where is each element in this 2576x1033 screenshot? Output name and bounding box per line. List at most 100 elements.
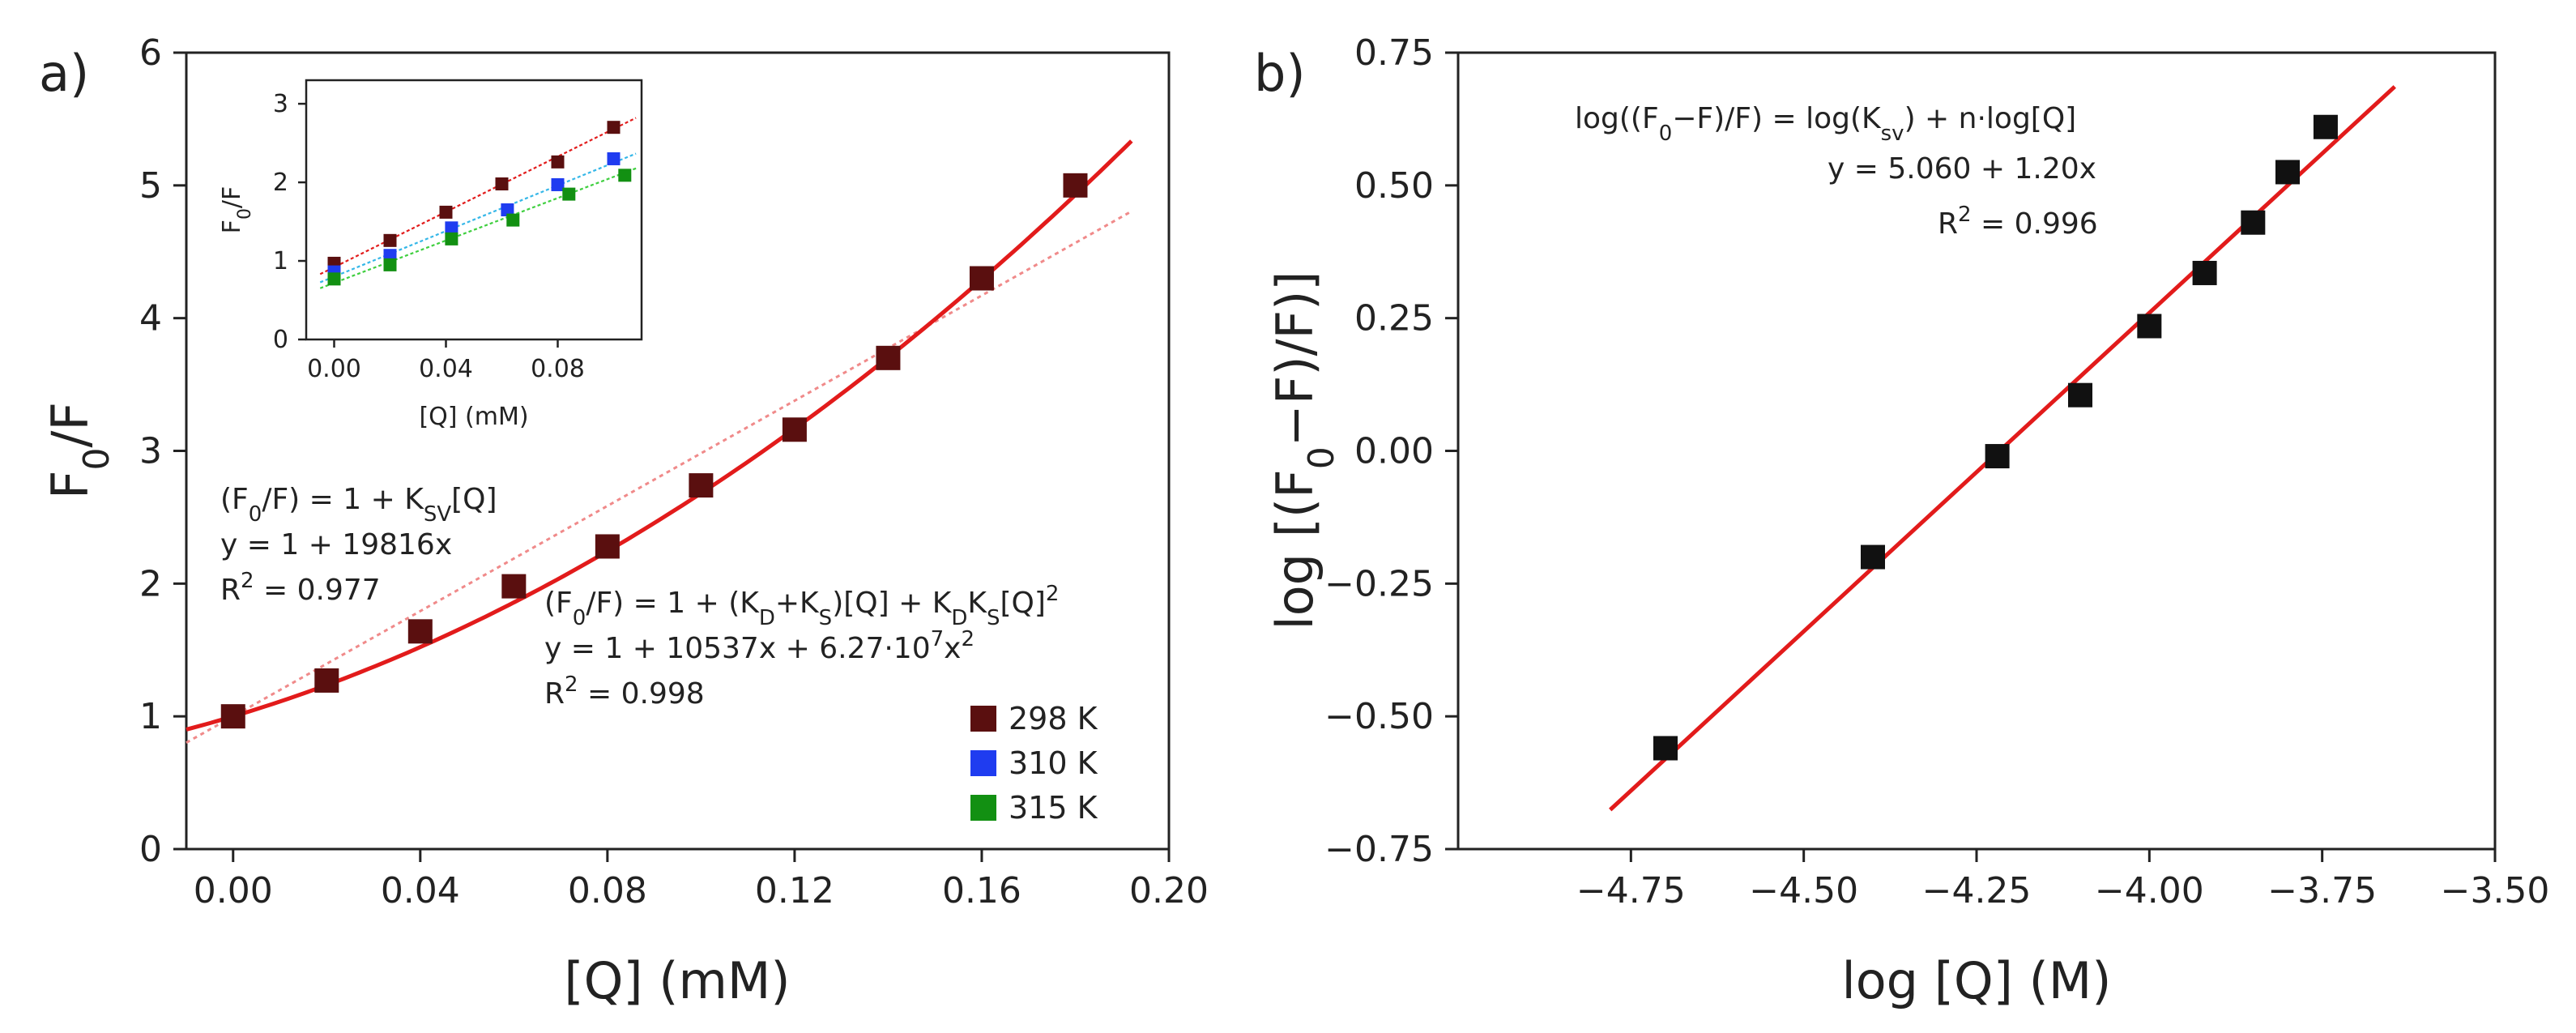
inset-point (383, 233, 397, 247)
inset-points (327, 121, 632, 286)
panel-b-y-tick-label: 0.00 (1354, 431, 1434, 472)
panel-b-y-tick-label: −0.75 (1324, 829, 1434, 870)
inset-y-axis-title: F0/F (218, 186, 255, 234)
panel-b-x-ticks: −4.75 −4.50 −4.25 −4.00 −3.75 −3.50 (1576, 849, 2550, 911)
legend-label-310: 310 K (1009, 745, 1098, 781)
panel-b-points (1653, 114, 2338, 761)
panel-a-x-ticks: 0.00 0.04 0.08 0.12 0.16 0.20 (194, 849, 1209, 911)
inset-x-axis-title: [Q] (mM) (419, 403, 528, 431)
panel-a-point (1063, 173, 1088, 198)
panel-b-y-ticks: −0.75 −0.50 −0.25 0.00 0.25 0.50 0.75 (1324, 32, 1458, 870)
panel-b-y-tick-label: 0.25 (1354, 298, 1434, 339)
inset-fit-line (319, 117, 637, 275)
inset-point (501, 203, 514, 216)
legend-label-298: 298 K (1009, 701, 1098, 736)
panel-a-point (220, 704, 245, 729)
panel-a-point (501, 574, 527, 599)
panel-b-x-tick-label: −3.50 (2441, 870, 2550, 911)
panel-a-sv-r2: R2 = 0.977 (220, 569, 381, 607)
panel-b-y-tick-label: 0.50 (1354, 165, 1434, 207)
panel-a-point (969, 266, 994, 291)
panel-b-point (2068, 382, 2092, 408)
panel-b-y-tick-label: 0.75 (1354, 32, 1434, 74)
inset-point (445, 221, 458, 235)
panel-b-point (2137, 314, 2162, 339)
panel-a-quad-fit: y = 1 + 10537x + 6.27·107x2 (544, 627, 975, 665)
panel-a-x-tick-label: 0.00 (194, 870, 273, 911)
inset-y-tick-label: 2 (273, 169, 288, 197)
panel-a-x-tick-label: 0.12 (755, 870, 834, 911)
inset-x-ticks: 0.00 0.04 0.08 (307, 339, 585, 383)
panel-a-point (314, 668, 339, 693)
inset-fit-line (319, 152, 637, 284)
panel-b-model: log((F0−F)/F) = log(Ksv) + n·log[Q] (1575, 102, 2076, 146)
panel-a-label: a) (39, 44, 89, 103)
panel-b-y-tick-label: −0.25 (1324, 563, 1434, 604)
panel-a-point (407, 619, 433, 644)
panel-b-point (1985, 444, 2010, 469)
inset-x-tick-label: 0.08 (531, 355, 585, 383)
inset-point (506, 213, 520, 227)
inset-point (618, 169, 632, 182)
panel-b-label: b) (1254, 44, 1306, 103)
inset-y-tick-label: 0 (273, 326, 288, 354)
panel-b-x-axis-title: log [Q] (M) (1842, 951, 2112, 1010)
inset-point (327, 272, 341, 286)
inset-point (562, 187, 576, 201)
inset-point (551, 177, 565, 191)
panel-a-y-tick-label: 1 (139, 696, 162, 737)
panel-a-y-tick-label: 5 (139, 165, 162, 207)
inset-point (383, 258, 397, 271)
panel-b: b) −4.75 −4.50 −4.25 −4.00 −3.75 −3.50 −0.75−… (1254, 32, 2549, 1010)
panel-a-y-axis-title: F0/F (41, 402, 117, 499)
panel-a-point (689, 473, 714, 498)
panel-b-y-tick-label: −0.50 (1324, 696, 1434, 737)
panel-b-point (1653, 736, 1678, 761)
inset-point (551, 155, 565, 169)
inset-x-tick-label: 0.00 (307, 355, 361, 383)
panel-b-point (2241, 210, 2266, 235)
panel-a-x-axis-title: [Q] (mM) (564, 951, 790, 1010)
panel-a-point (595, 534, 620, 559)
panel-b-point (1861, 544, 1885, 570)
panel-a-x-tick-label: 0.16 (942, 870, 1021, 911)
panel-a-x-tick-label: 0.20 (1129, 870, 1209, 911)
panel-b-point (2313, 114, 2338, 139)
panel-a: a) 0.00 0.04 0.08 0.12 0.16 0.20 0 1 2 3 4 5 6 [Q] … (39, 32, 1209, 1010)
panel-b-r2: R2 = 0.996 (1938, 203, 2098, 241)
panel-a-y-tick-label: 3 (139, 431, 162, 472)
panel-b-x-tick-label: −4.50 (1749, 870, 1858, 911)
inset-fits (319, 117, 637, 289)
panel-b-x-tick-label: −4.00 (2095, 870, 2204, 911)
panel-a-y-tick-label: 0 (139, 829, 162, 870)
panel-b-fit: y = 5.060 + 1.20x (1828, 152, 2096, 186)
panel-a-point (782, 417, 807, 442)
panel-a-y-tick-label: 2 (139, 563, 162, 604)
legend-swatch-315 (970, 795, 996, 821)
inset-y-tick-label: 3 (273, 90, 288, 118)
inset-y-tick-label: 1 (273, 247, 288, 275)
panel-a-quad-r2: R2 = 0.998 (544, 672, 705, 711)
panel-a-sv-model: (F0/F) = 1 + KSV[Q] (220, 483, 497, 527)
panel-a-legend: 298 K 310 K 315 K (970, 701, 1098, 826)
inset-point (495, 177, 509, 190)
inset-point (445, 232, 458, 245)
panel-a-linear-fit-line (186, 210, 1132, 744)
panel-a-quad-model: (F0/F) = 1 + (KD+KS)[Q] + KDKS[Q]2 (544, 582, 1059, 630)
inset-point (439, 205, 453, 219)
panel-a-y-tick-label: 6 (139, 32, 162, 74)
legend-swatch-310 (970, 750, 996, 776)
panel-a-x-tick-label: 0.08 (568, 870, 647, 911)
panel-a-y-tick-label: 4 (139, 298, 162, 339)
panel-a-y-ticks: 0 1 2 3 4 5 6 (139, 32, 186, 870)
inset-y-ticks: 0 1 2 3 (273, 90, 306, 354)
inset-x-tick-label: 0.04 (419, 355, 473, 383)
panel-b-point (2275, 160, 2300, 185)
inset-frame (305, 79, 643, 341)
panel-a-point (876, 345, 901, 370)
panel-b-x-tick-label: −3.75 (2267, 870, 2377, 911)
panel-b-point (2192, 260, 2217, 285)
inset-point (607, 121, 621, 134)
legend-label-315: 315 K (1009, 790, 1098, 826)
